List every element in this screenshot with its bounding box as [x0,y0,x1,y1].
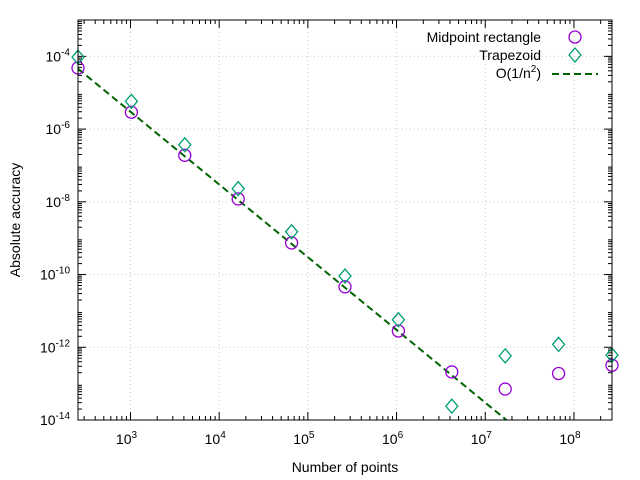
x-tick-base: 10 [559,431,575,447]
trapezoid-point [284,223,299,240]
y-tick-base: 10 [46,121,62,137]
x-tick-exp: 8 [575,430,581,441]
x-tick-label: 105 [293,430,315,447]
trapezoid-point [231,180,246,197]
x-axis-label: Number of points [292,459,399,475]
ticks [78,20,612,421]
fit-line-o-1-n2 [77,67,508,421]
y-tick-exp: -12 [56,338,71,349]
y-tick-base: 10 [40,267,56,283]
x-tick-exp: 3 [131,430,137,441]
y-tick-base: 10 [46,194,62,210]
legend: Midpoint rectangle Trapezoid O(1/n2) [427,29,598,81]
y-tick-label: 10-14 [40,411,70,428]
x-tick-exp: 6 [398,430,404,441]
legend-label-midpoint: Midpoint rectangle [427,29,542,45]
x-tick-base: 10 [293,431,309,447]
legend-label-trapezoid: Trapezoid [479,47,541,63]
trapezoid-point [338,268,352,285]
y-tick-base: 10 [40,339,56,355]
x-tick-base: 10 [382,431,398,447]
x-tick-exp: 7 [486,430,492,441]
trapezoid-point [551,336,566,353]
midpoint-point [338,280,352,294]
midpoint-point [124,105,139,119]
plot-border [77,19,613,421]
midpoint-point [551,366,566,381]
y-tick-label: 10-6 [46,120,71,137]
midpoint-point [284,236,299,250]
midpoint-point [445,365,459,379]
data-marks [71,49,619,415]
x-tick-label: 103 [116,430,138,447]
fit-line-series [77,67,508,421]
grid [78,20,612,421]
legend-label-fit: O(1/n2) [496,64,541,81]
trapezoid-point [498,347,513,364]
trapezoid-point [177,136,192,153]
y-tick-base: 10 [46,48,62,64]
midpoint-point [391,324,406,338]
trapezoid-point [444,398,459,415]
x-tick-exp: 5 [309,430,315,441]
legend-marker-midpoint [568,30,582,44]
y-tick-exp: -4 [61,47,70,58]
y-tick-label: 10-10 [40,266,70,283]
x-tick-label: 104 [205,430,227,447]
x-tick-label: 106 [382,430,404,447]
x-tick-base: 10 [116,431,132,447]
y-tick-exp: -14 [56,411,71,422]
x-tick-label: 107 [471,430,493,447]
midpoint-point [231,192,245,206]
tick-labels: 103 104 105 106 107 10810-410-610-810-1010-12… [40,47,581,447]
y-tick-label: 10-4 [46,47,71,64]
x-tick-exp: 4 [220,430,226,441]
x-tick-base: 10 [205,431,221,447]
y-tick-exp: -8 [61,193,70,204]
x-tick-base: 10 [471,431,487,447]
y-tick-exp: -10 [56,266,71,277]
midpoint-point [498,382,512,396]
y-tick-exp: -6 [61,120,70,131]
trapezoid-point [124,93,139,110]
trapezoid-point [391,311,406,328]
legend-marker-trapezoid [568,47,582,63]
x-tick-label: 108 [559,430,581,447]
y-tick-label: 10-8 [46,193,71,210]
y-tick-label: 10-12 [40,338,70,355]
legend-fit-sup: 2 [531,64,537,75]
legend-fit-tail: ) [536,65,541,81]
midpoint-point [178,148,192,162]
y-axis-label: Absolute accuracy [7,163,23,277]
legend-fit-base: O(1/n [496,65,531,81]
y-tick-base: 10 [40,412,56,428]
